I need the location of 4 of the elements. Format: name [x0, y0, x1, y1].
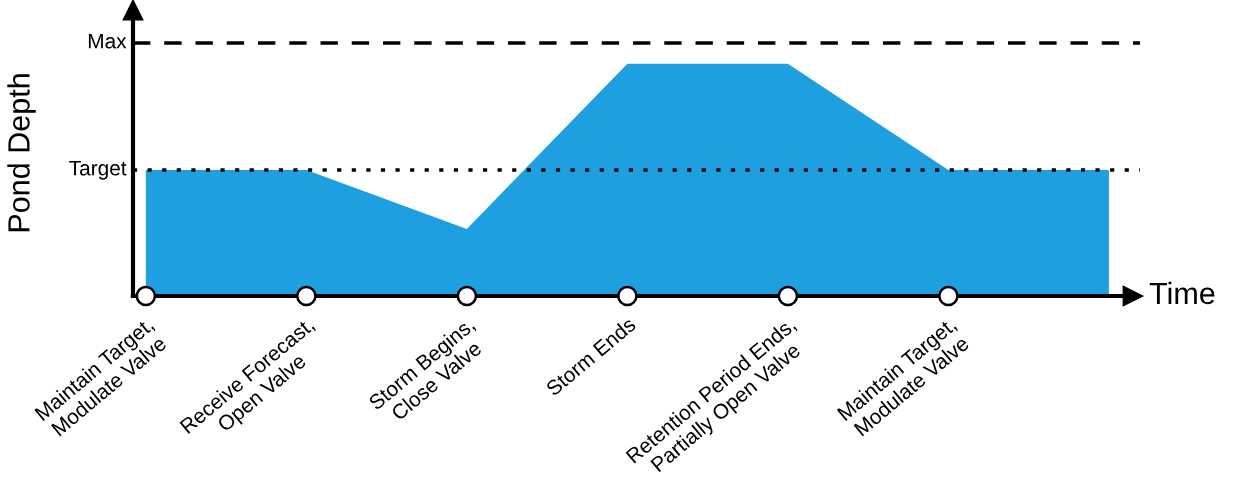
ref-line-label: Target [69, 160, 127, 180]
x-axis-title: Time [1149, 281, 1215, 305]
y-axis-title: Pond Depth [7, 74, 36, 232]
ref-line-label: Max [88, 33, 127, 49]
